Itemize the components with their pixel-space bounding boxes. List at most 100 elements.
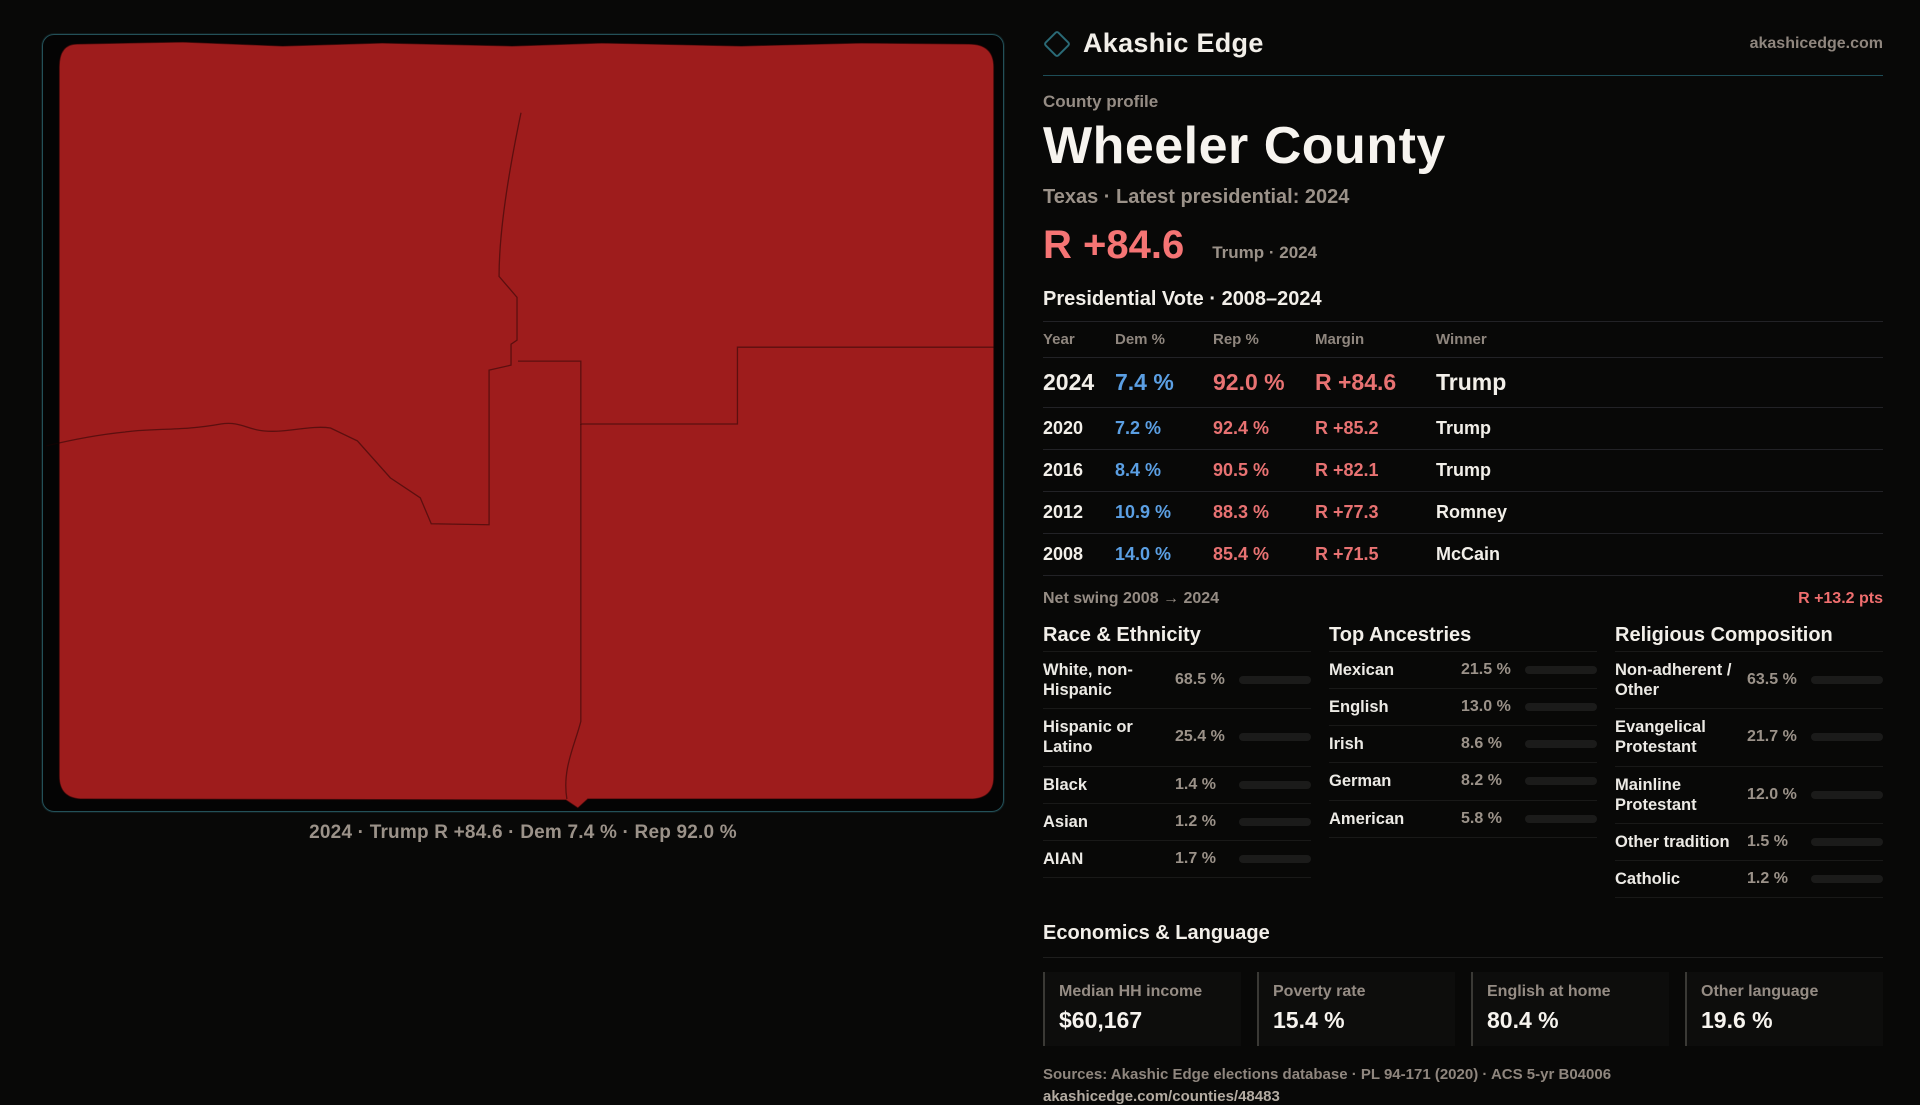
col-year: Year (1043, 331, 1075, 348)
stat-card: Poverty rate 15.4 % (1257, 972, 1455, 1046)
stat-card: Median HH income $60,167 (1043, 972, 1241, 1046)
list-item: English 13.0 % (1329, 689, 1597, 727)
stat-bar (1525, 740, 1597, 749)
cell-dem: 7.2 % (1115, 418, 1162, 438)
stat-bar (1239, 854, 1311, 863)
list-item: White, non-Hispanic 68.5 % (1043, 652, 1311, 710)
col-rep: Rep % (1213, 331, 1259, 348)
stat-bar (1239, 733, 1311, 742)
list-item: Irish 8.6 % (1329, 726, 1597, 764)
sources-line: Sources: Akashic Edge elections database… (1043, 1066, 1612, 1083)
col-margin: Margin (1315, 331, 1365, 348)
net-swing-row: Net swing 2008 → 2024 R +13.2 pts (1043, 590, 1883, 608)
cell-year: 2012 (1043, 502, 1084, 522)
cell-rep: 90.5 % (1213, 460, 1270, 480)
economics-title: Economics & Language (1043, 922, 1883, 958)
stat-bar (1811, 733, 1883, 742)
cell-winner: Trump (1436, 460, 1492, 480)
cell-margin: R +82.1 (1315, 460, 1379, 480)
cell-rep: 92.4 % (1213, 418, 1270, 438)
net-swing-value: R +13.2 pts (1798, 590, 1883, 607)
stat-bar (1811, 874, 1883, 883)
stat-bar (1239, 676, 1311, 685)
cell-year: 2024 (1043, 369, 1095, 395)
list-item: Black 1.4 % (1043, 767, 1311, 804)
cell-rep: 88.3 % (1213, 502, 1270, 522)
diamond-logo-icon (1042, 29, 1072, 58)
table-row: 2020 7.2 % 92.4 % R +85.2 Trump (1043, 408, 1883, 450)
demographics-grid: Race & Ethnicity White, non-Hispanic 68.… (1043, 624, 1883, 898)
cell-winner: Trump (1436, 418, 1492, 438)
app-header: Akashic Edge akashicedge.com (1042, 28, 1883, 76)
list-item: Non-adherent / Other 63.5 % (1615, 652, 1883, 710)
cell-winner: McCain (1436, 544, 1501, 564)
list-item: Asian 1.2 % (1043, 804, 1311, 841)
cell-margin: R +77.3 (1315, 502, 1379, 522)
stat-bar (1239, 780, 1311, 789)
vote-table-header: Year Dem % Rep % Margin Winner (1043, 321, 1883, 358)
brand-name: Akashic Edge (1083, 28, 1264, 58)
section-title: Race & Ethnicity (1043, 624, 1201, 646)
stat-bar (1525, 666, 1597, 675)
table-row: 2008 14.0 % 85.4 % R +71.5 McCain (1043, 534, 1883, 576)
stat-bar (1525, 703, 1597, 712)
list-item: Catholic 1.2 % (1615, 861, 1883, 898)
list-item: Hispanic or Latino 25.4 % (1043, 709, 1311, 767)
list-item: Other tradition 1.5 % (1615, 824, 1883, 861)
cell-winner: Trump (1436, 369, 1507, 395)
stat-bar (1811, 790, 1883, 799)
eyebrow-label: County profile (1043, 92, 1159, 111)
footer: Sources: Akashic Edge elections database… (1043, 1066, 1883, 1105)
cell-rep: 92.0 % (1213, 369, 1285, 395)
cell-margin: R +71.5 (1315, 544, 1379, 564)
table-row: 2012 10.9 % 88.3 % R +77.3 Romney (1043, 492, 1883, 534)
net-swing-label: Net swing 2008 → 2024 (1043, 590, 1220, 607)
headline-margin-row: R +84.6 Trump · 2024 (1043, 223, 1883, 268)
cell-year: 2008 (1043, 544, 1084, 564)
vote-table-title: Presidential Vote · 2008–2024 (1043, 288, 1322, 310)
col-dem: Dem % (1115, 331, 1166, 348)
ancestries-section: Top Ancestries Mexican 21.5 % English 13… (1329, 624, 1597, 898)
cell-year: 2020 (1043, 418, 1084, 438)
page-title: Wheeler County (1043, 117, 1446, 175)
stat-bar (1239, 817, 1311, 826)
list-item: German 8.2 % (1329, 763, 1597, 801)
headline-margin-value: R +84.6 (1043, 223, 1185, 267)
county-shape (58, 41, 995, 809)
cell-rep: 85.4 % (1213, 544, 1270, 564)
list-item: AIAN 1.7 % (1043, 841, 1311, 878)
cell-dem: 14.0 % (1115, 544, 1172, 564)
list-item: Mainline Protestant 12.0 % (1615, 767, 1883, 824)
section-title: Top Ancestries (1329, 624, 1472, 646)
county-map-canvas[interactable] (43, 35, 1003, 811)
stat-bar (1525, 814, 1597, 823)
stat-bar (1811, 676, 1883, 685)
table-row: 2024 7.4 % 92.0 % R +84.6 Trump (1043, 358, 1883, 408)
brand-domain-link[interactable]: akashicedge.com (1749, 34, 1883, 52)
economics-section: Economics & Language Median HH income $6… (1043, 922, 1883, 1046)
cell-dem: 10.9 % (1115, 502, 1172, 522)
stat-card: English at home 80.4 % (1471, 972, 1669, 1046)
list-item: Mexican 21.5 % (1329, 652, 1597, 690)
map-caption: 2024 · Trump R +84.6 · Dem 7.4 % · Rep 9… (309, 822, 737, 843)
list-item: Evangelical Protestant 21.7 % (1615, 709, 1883, 767)
precinct-boundaries (46, 112, 994, 800)
headline-margin-note: Trump · 2024 (1212, 243, 1318, 262)
religion-section: Religious Composition Non-adherent / Oth… (1615, 624, 1883, 898)
stat-card: Other language 19.6 % (1685, 972, 1883, 1046)
col-winner: Winner (1436, 331, 1487, 348)
stat-bar (1811, 837, 1883, 846)
vote-table: Year Dem % Rep % Margin Winner 2024 7.4 … (1043, 321, 1883, 576)
cell-margin: R +84.6 (1315, 369, 1397, 395)
cell-winner: Romney (1436, 502, 1508, 522)
county-map-panel (42, 34, 1004, 812)
county-profile-panel: Akashic Edge akashicedge.com County prof… (1042, 28, 1883, 1105)
cell-dem: 8.4 % (1115, 460, 1162, 480)
section-title: Religious Composition (1615, 624, 1833, 646)
permalink[interactable]: akashicedge.com/counties/48483 (1043, 1088, 1280, 1105)
page-subtitle: Texas · Latest presidential: 2024 (1043, 186, 1350, 208)
list-item: American 5.8 % (1329, 801, 1597, 838)
stat-bar (1525, 777, 1597, 786)
race-ethnicity-section: Race & Ethnicity White, non-Hispanic 68.… (1043, 624, 1311, 898)
table-row: 2016 8.4 % 90.5 % R +82.1 Trump (1043, 450, 1883, 492)
